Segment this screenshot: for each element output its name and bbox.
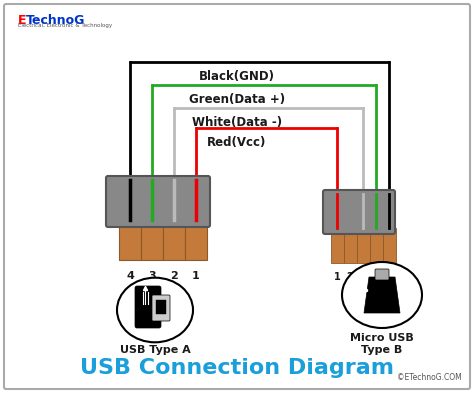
Bar xyxy=(383,228,396,263)
Bar xyxy=(163,220,185,260)
Bar xyxy=(357,228,370,263)
FancyBboxPatch shape xyxy=(135,286,161,328)
Bar xyxy=(141,220,163,260)
FancyBboxPatch shape xyxy=(152,295,170,321)
Text: 3: 3 xyxy=(148,271,156,281)
FancyBboxPatch shape xyxy=(106,176,210,227)
Text: USB Type A: USB Type A xyxy=(119,345,191,355)
Text: 2: 2 xyxy=(170,271,178,281)
Text: Micro USB
Type B: Micro USB Type B xyxy=(350,333,414,354)
Bar xyxy=(370,228,383,263)
FancyBboxPatch shape xyxy=(156,300,166,314)
FancyBboxPatch shape xyxy=(4,4,470,389)
Text: 4: 4 xyxy=(373,272,379,282)
Text: TechnoG: TechnoG xyxy=(26,14,85,27)
Text: 5: 5 xyxy=(386,272,392,282)
FancyBboxPatch shape xyxy=(375,269,389,280)
Text: ©ETechnoG.COM: ©ETechnoG.COM xyxy=(397,373,462,382)
Text: White(Data -): White(Data -) xyxy=(192,116,282,129)
Text: 2: 2 xyxy=(346,272,354,282)
Polygon shape xyxy=(364,277,400,313)
Text: Black(GND): Black(GND) xyxy=(199,70,275,83)
Text: Green(Data +): Green(Data +) xyxy=(189,93,285,106)
Text: 1: 1 xyxy=(334,272,340,282)
Bar xyxy=(185,220,207,260)
Text: 3: 3 xyxy=(360,272,366,282)
FancyBboxPatch shape xyxy=(323,190,395,234)
Bar xyxy=(344,228,357,263)
Text: Electrical, Electronic & Technology: Electrical, Electronic & Technology xyxy=(18,23,112,28)
Text: E: E xyxy=(18,14,27,27)
Bar xyxy=(119,220,141,260)
Ellipse shape xyxy=(342,262,422,328)
Text: 1: 1 xyxy=(192,271,200,281)
Bar xyxy=(331,228,344,263)
Ellipse shape xyxy=(117,278,193,342)
Text: Red(Vcc): Red(Vcc) xyxy=(207,136,267,149)
Text: USB Connection Diagram: USB Connection Diagram xyxy=(80,358,394,378)
Text: 4: 4 xyxy=(126,271,134,281)
